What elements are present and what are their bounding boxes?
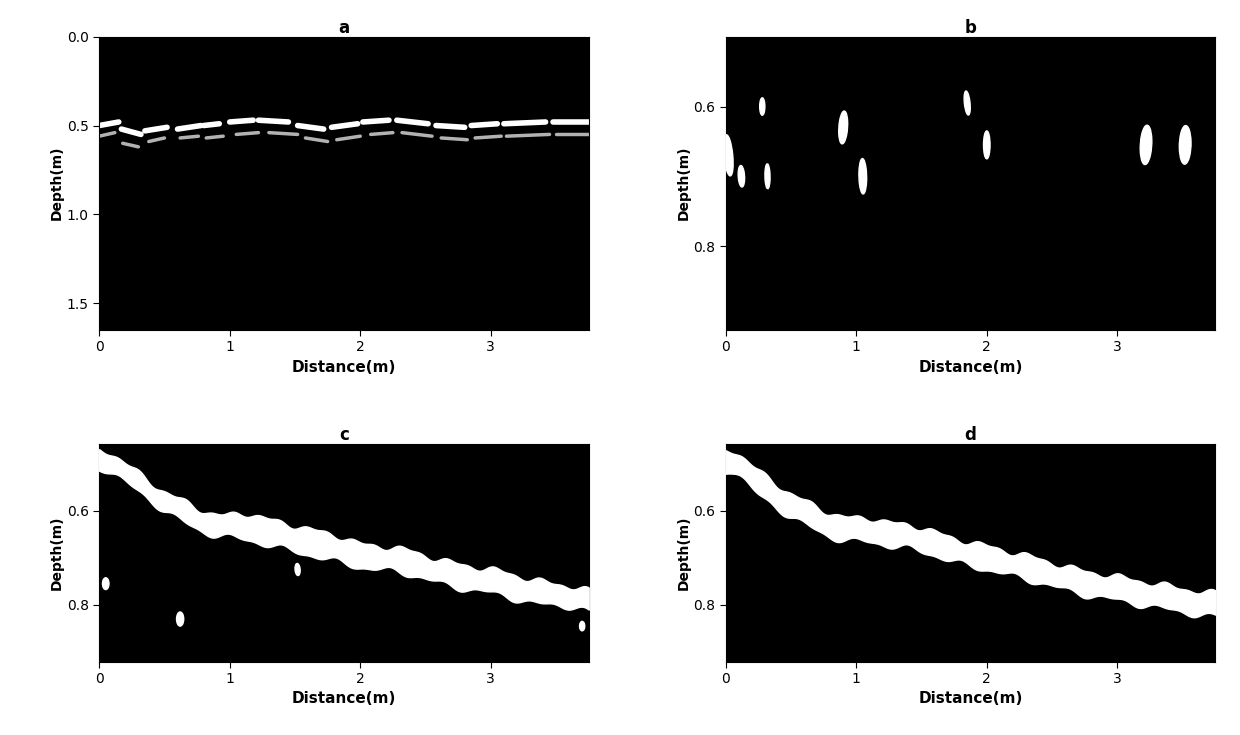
Ellipse shape xyxy=(723,135,733,176)
X-axis label: Distance(m): Distance(m) xyxy=(919,692,1023,706)
Title: b: b xyxy=(965,18,976,37)
Ellipse shape xyxy=(838,111,848,144)
Ellipse shape xyxy=(859,159,867,194)
X-axis label: Distance(m): Distance(m) xyxy=(919,359,1023,375)
Ellipse shape xyxy=(176,612,184,626)
Y-axis label: Depth(m): Depth(m) xyxy=(677,146,691,220)
Ellipse shape xyxy=(760,98,765,115)
Y-axis label: Depth(m): Depth(m) xyxy=(50,516,64,590)
Ellipse shape xyxy=(268,521,275,538)
Ellipse shape xyxy=(765,164,770,189)
Title: a: a xyxy=(339,18,350,37)
Title: d: d xyxy=(965,426,976,445)
Y-axis label: Depth(m): Depth(m) xyxy=(50,146,64,220)
Ellipse shape xyxy=(103,578,109,589)
Y-axis label: Depth(m): Depth(m) xyxy=(677,516,691,590)
Ellipse shape xyxy=(983,131,990,159)
Ellipse shape xyxy=(579,621,585,631)
Ellipse shape xyxy=(1141,125,1152,165)
X-axis label: Distance(m): Distance(m) xyxy=(291,359,396,375)
Ellipse shape xyxy=(965,91,970,115)
X-axis label: Distance(m): Distance(m) xyxy=(291,692,396,706)
Ellipse shape xyxy=(1179,126,1192,164)
Ellipse shape xyxy=(295,564,300,576)
Title: c: c xyxy=(339,426,348,445)
Ellipse shape xyxy=(738,165,745,187)
